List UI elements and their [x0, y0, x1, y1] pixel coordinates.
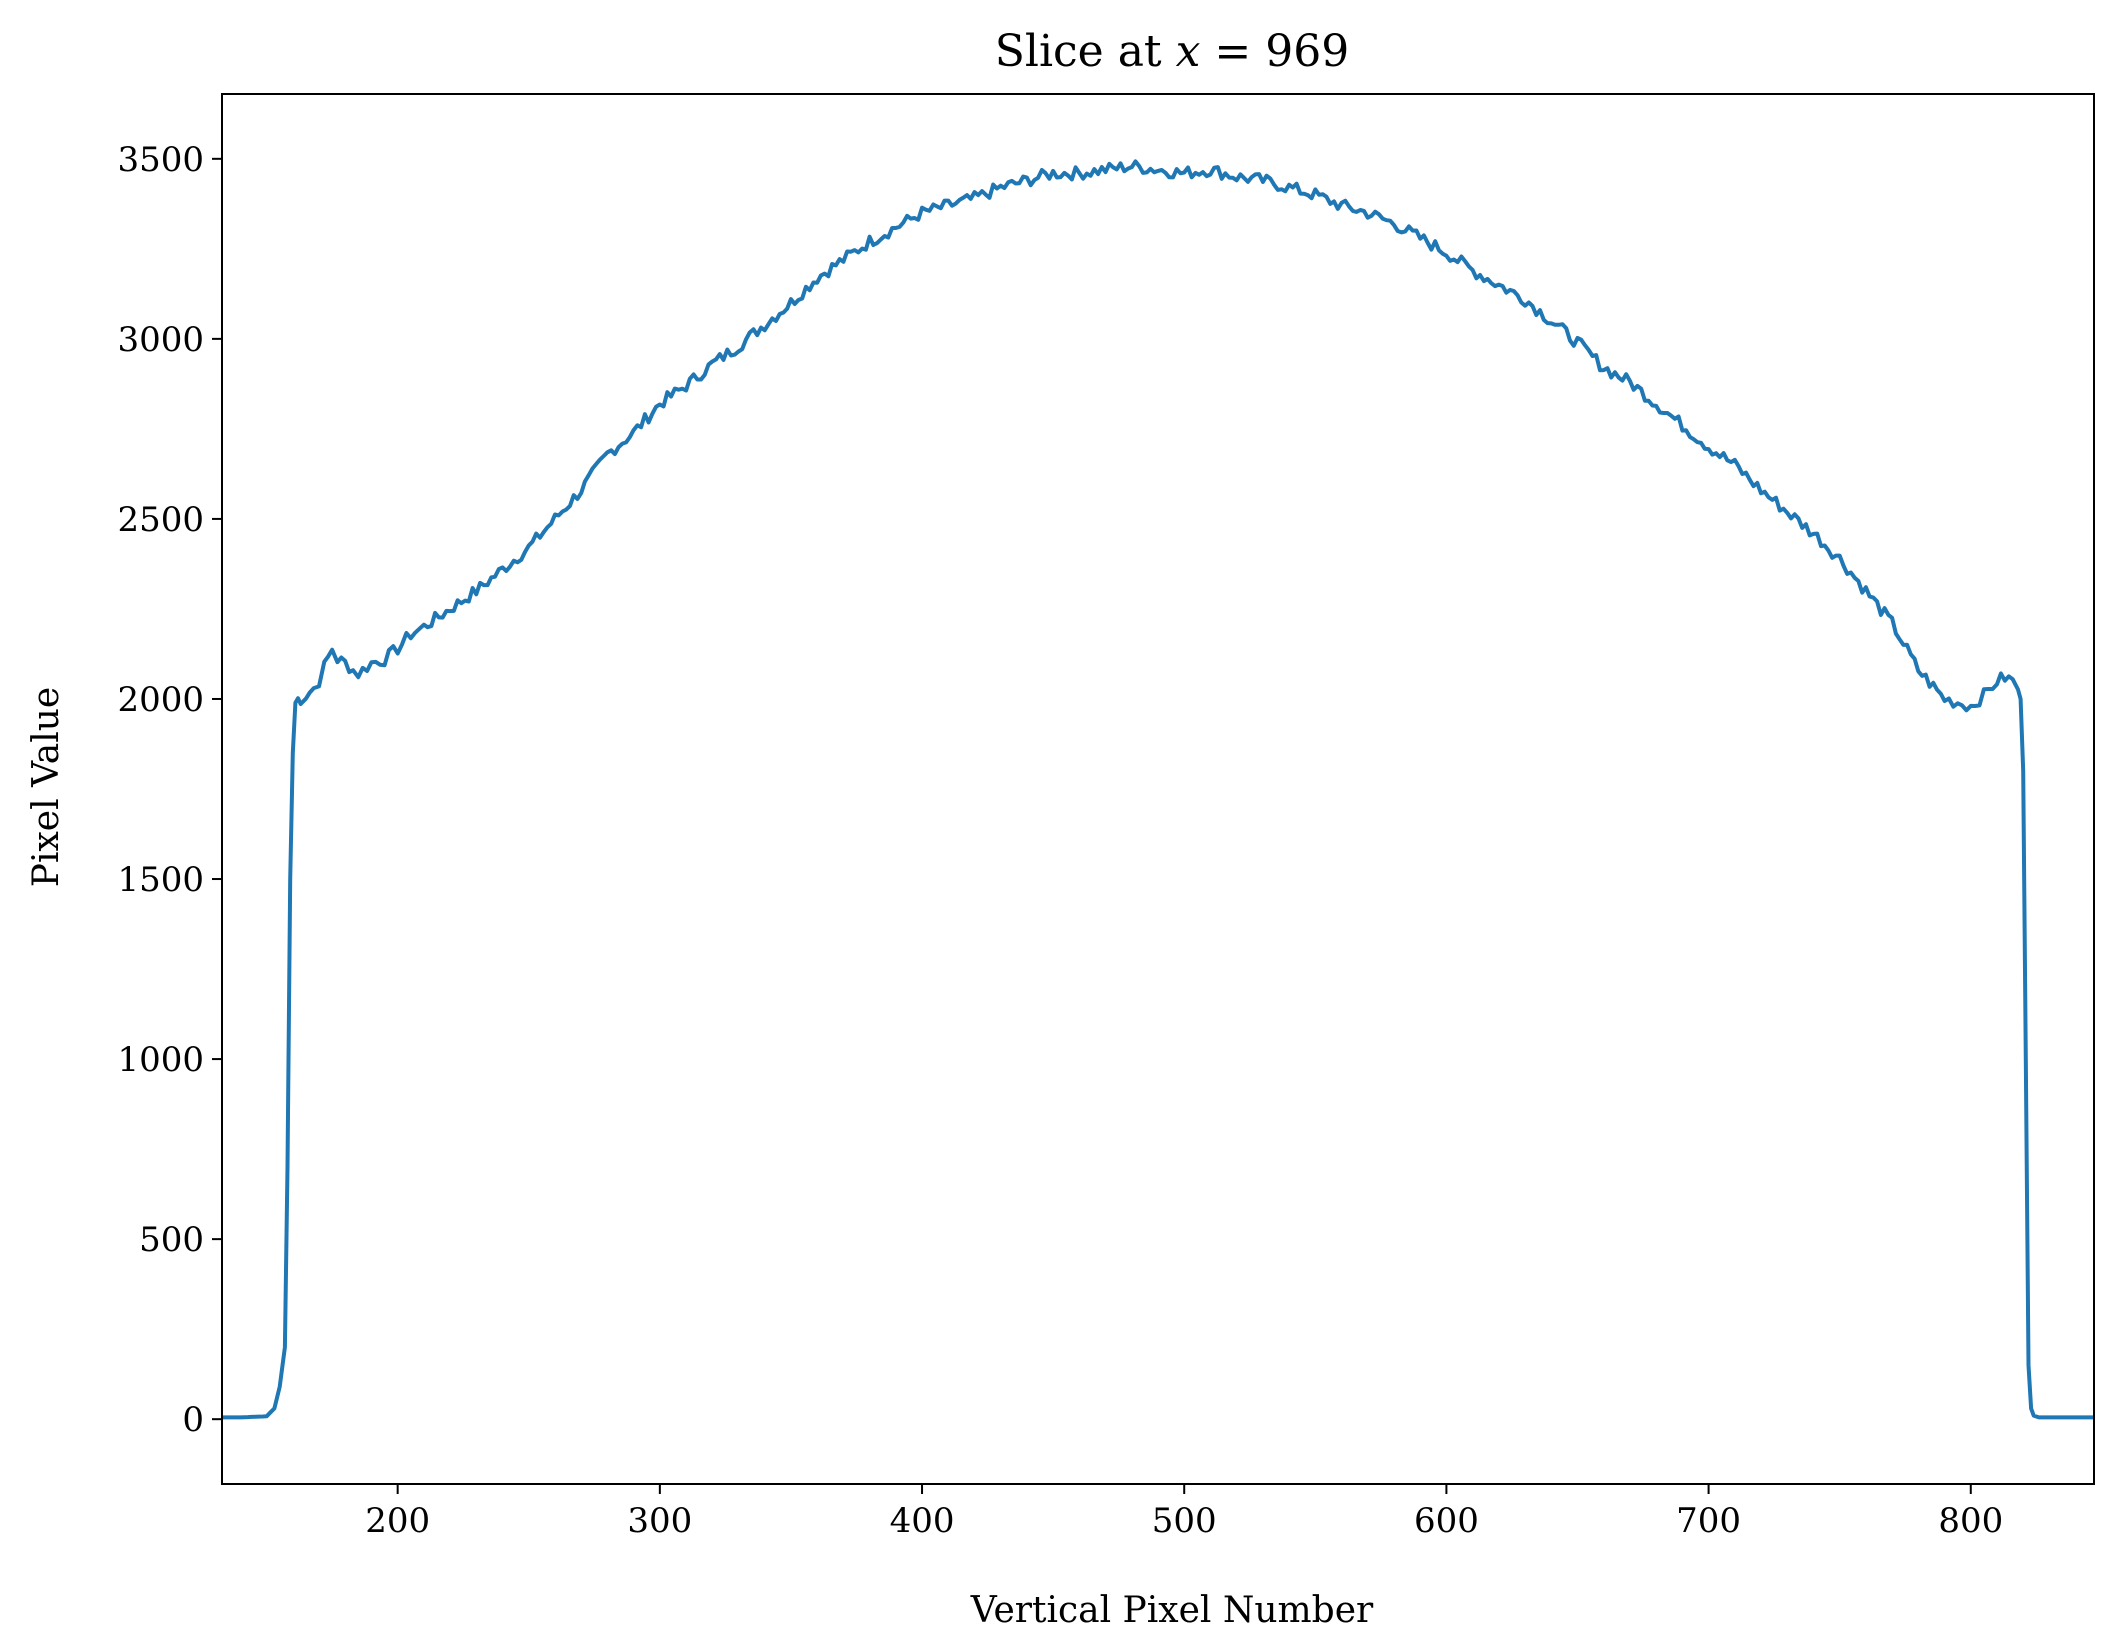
y-tick-label: 2500 — [117, 500, 204, 540]
x-axis-label: Vertical Pixel Number — [970, 1590, 1374, 1631]
chart-title-suffix: = 969 — [1200, 26, 1349, 77]
x-tick-label: 300 — [627, 1501, 692, 1541]
chart-title: Slice at x = 969 — [995, 26, 1350, 77]
plot-area — [222, 159, 2094, 1420]
y-tick-label: 3000 — [117, 320, 204, 360]
y-tick-label: 3500 — [117, 140, 204, 180]
x-tick-label: 600 — [1414, 1501, 1479, 1541]
y-tick-label: 1000 — [117, 1040, 204, 1080]
y-axis-label: Pixel Value — [26, 687, 67, 887]
y-tick-label: 2000 — [117, 680, 204, 720]
chart-title-prefix: Slice at — [995, 26, 1176, 77]
x-tick-label: 800 — [1938, 1501, 2003, 1541]
x-tick-label: 400 — [890, 1501, 955, 1541]
x-tick-label: 700 — [1676, 1501, 1741, 1541]
x-tick-label: 200 — [365, 1501, 430, 1541]
x-tick-label: 500 — [1152, 1501, 1217, 1541]
y-tick-label: 1500 — [117, 860, 204, 900]
y-tick-label: 500 — [139, 1220, 204, 1260]
y-tick-label: 0 — [182, 1400, 204, 1440]
y-axis-ticks: 0 500 1000 1500 2000 2500 3000 3500 — [117, 140, 222, 1440]
x-axis-ticks: 200 300 400 500 600 700 800 — [365, 1484, 2003, 1541]
plot-frame — [221, 93, 2095, 1485]
chart-title-variable: x — [1176, 26, 1201, 77]
series-line-0 — [222, 159, 2094, 1420]
